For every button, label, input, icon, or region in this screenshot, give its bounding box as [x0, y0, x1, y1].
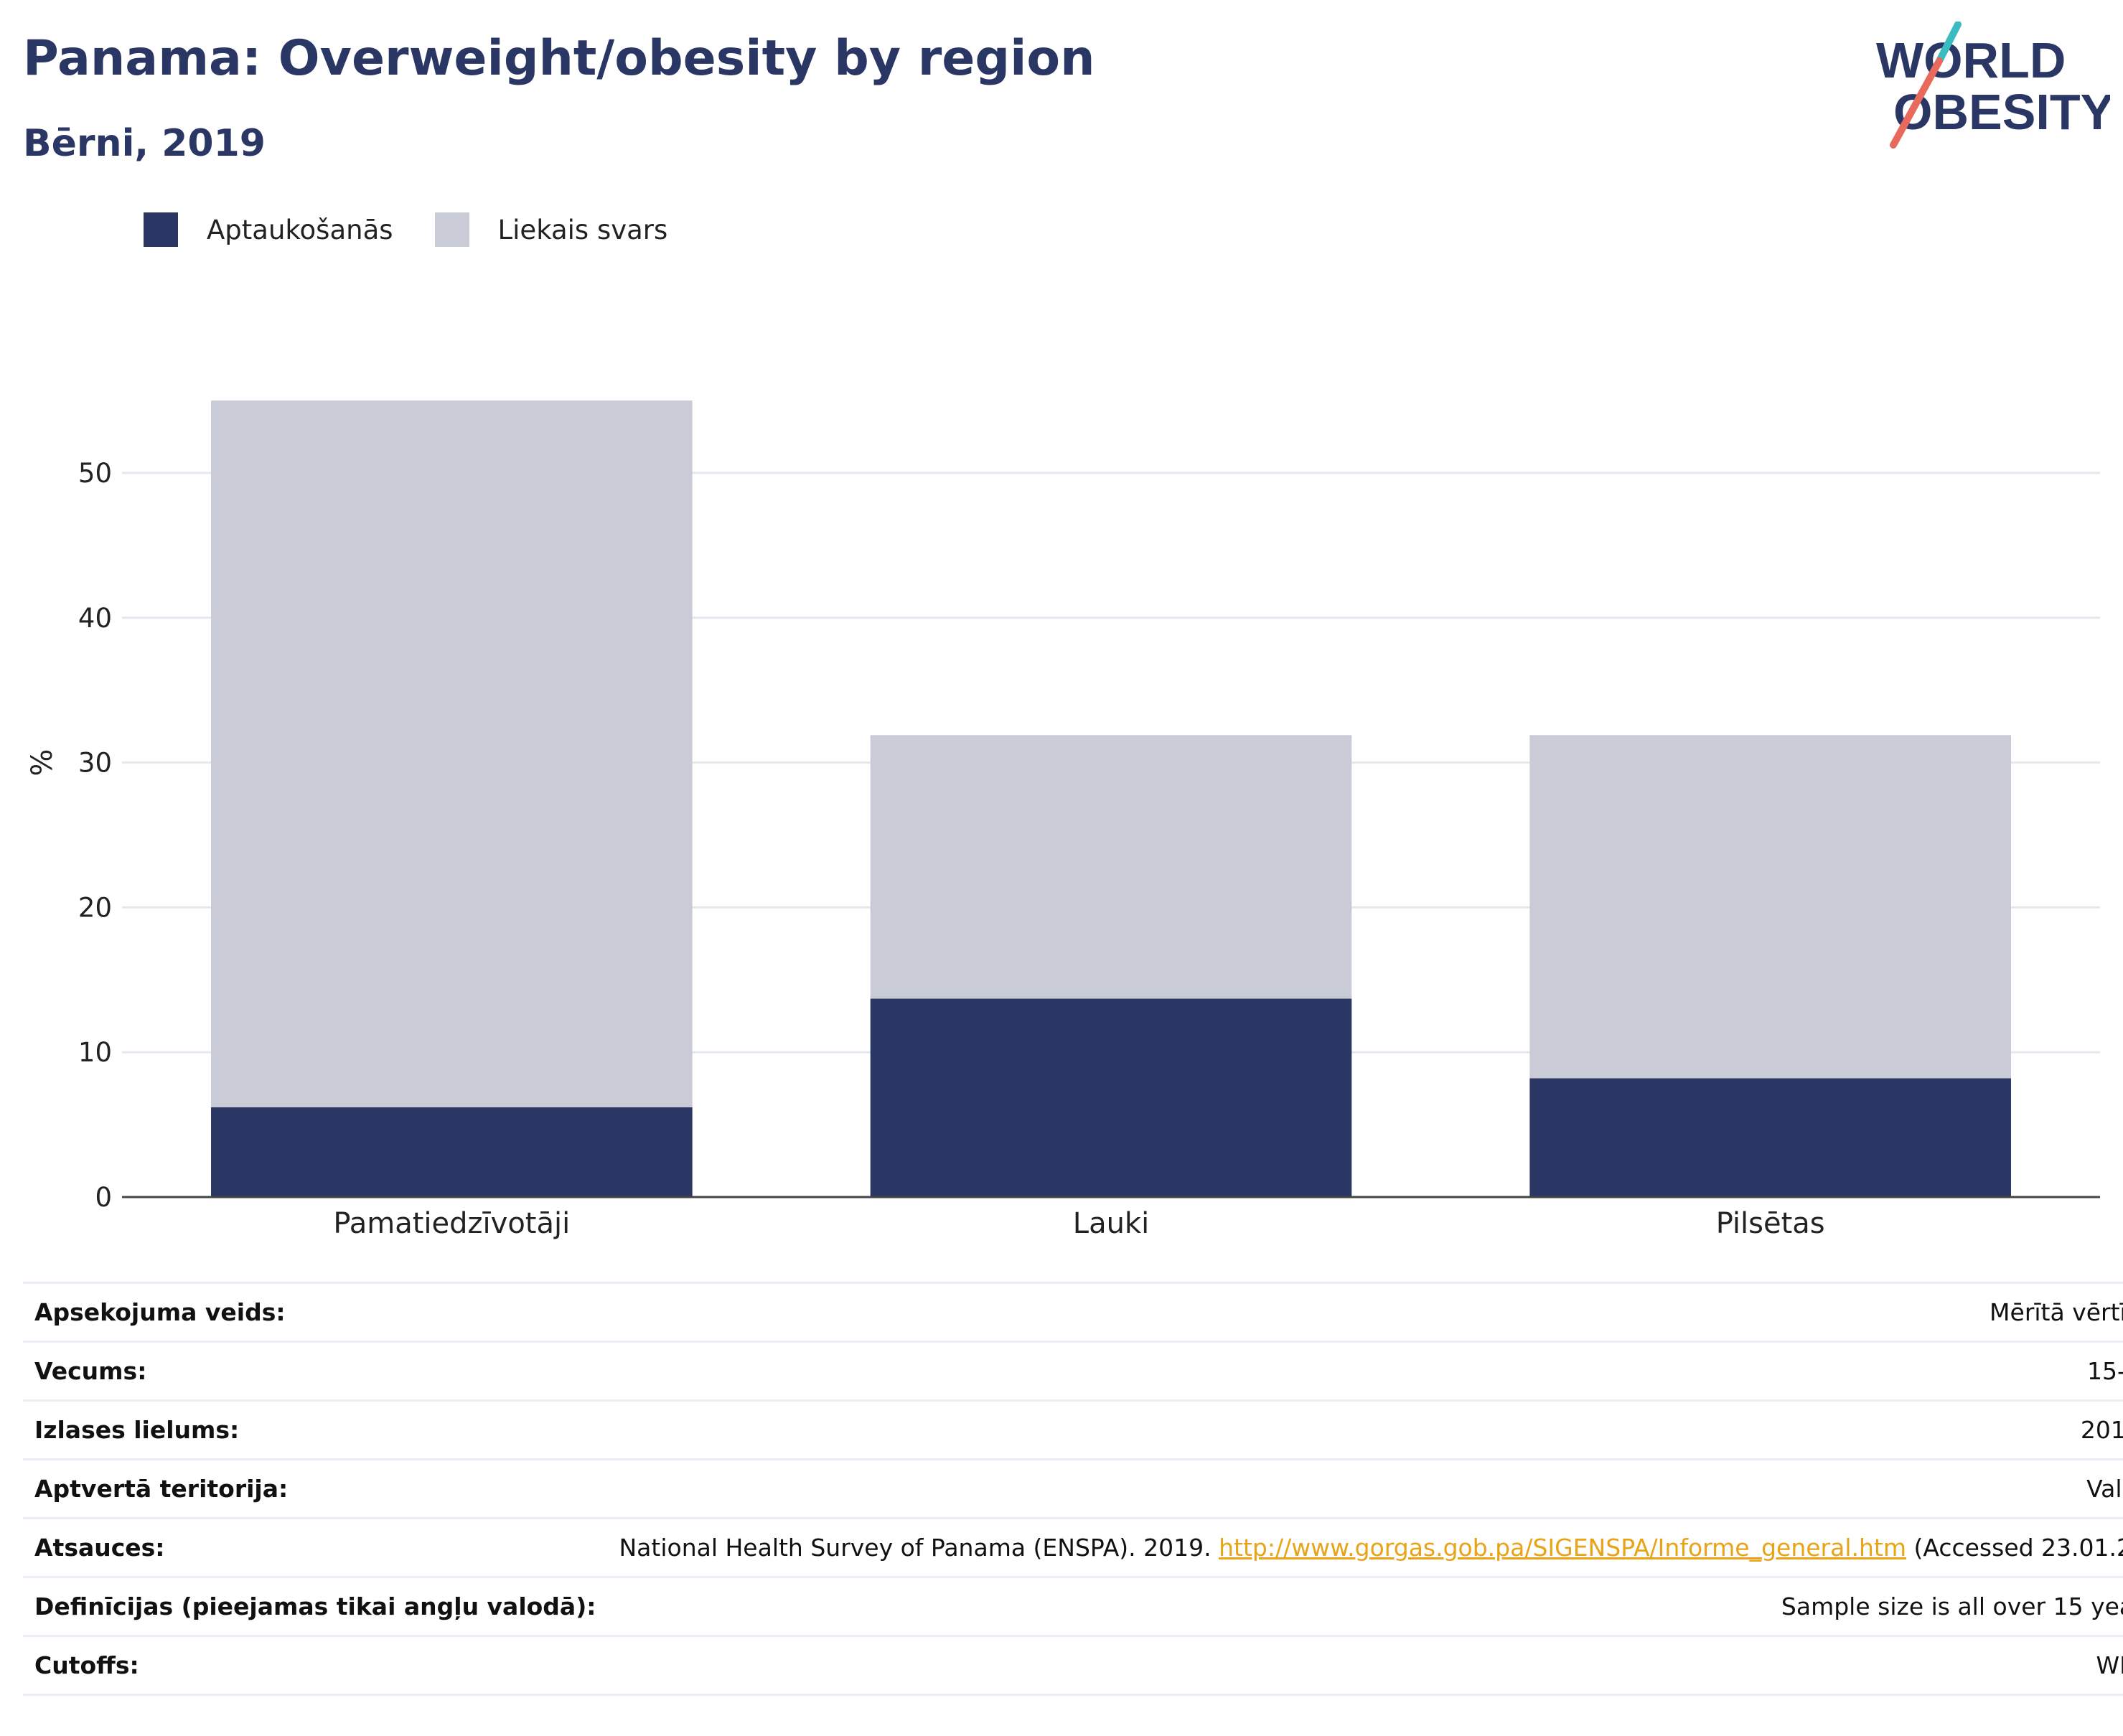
y-tick-label: 30 — [78, 748, 112, 779]
logo-slash-teal — [1936, 22, 1962, 65]
info-value: Valsts — [2086, 1475, 2123, 1503]
info-label: Cutoffs: — [34, 1651, 139, 1679]
bar-segment-obesity — [211, 1107, 693, 1197]
info-value: Mērītā vērtība — [1990, 1298, 2123, 1326]
references-value: National Health Survey of Panama (ENSPA)… — [607, 1519, 2123, 1577]
info-value: 20118 — [2080, 1416, 2123, 1444]
info-label: Definīcijas (pieejamas tikai angļu valod… — [34, 1592, 596, 1620]
y-tick-label: 20 — [78, 892, 112, 923]
info-row: Definīcijas (pieejamas tikai angļu valod… — [23, 1577, 2123, 1636]
bar-segment-overweight — [1529, 735, 2011, 1079]
x-tick-label: Lauki — [1073, 1207, 1149, 1240]
bar-segment-overweight — [870, 735, 1352, 999]
info-value: WHO — [2096, 1651, 2123, 1679]
info-label: Apsekojuma veids: — [34, 1298, 286, 1326]
info-row: Cutoffs: WHO — [23, 1636, 2123, 1695]
info-row: Aptvertā teritorija: Valsts — [23, 1459, 2123, 1519]
logo-slash-coral — [1890, 57, 1943, 149]
logo-line-1: WORLD — [1876, 32, 2066, 88]
legend-item-overweight[interactable]: Liekais svars — [434, 212, 668, 247]
info-table: Apsekojuma veids: Mērītā vērtība Vecums:… — [23, 1282, 2123, 1696]
chart-subtitle: Bērni, 2019 — [23, 122, 266, 165]
x-tick-label: Pilsētas — [1716, 1207, 1825, 1240]
references-link[interactable]: http://www.gorgas.gob.pa/SIGENSPA/Inform… — [1219, 1534, 1906, 1562]
info-label: Izlases lielums: — [34, 1416, 240, 1444]
legend-item-obesity[interactable]: Aptaukošanās — [144, 212, 393, 247]
y-tick-label: 10 — [78, 1037, 112, 1068]
info-label: Atsauces: — [34, 1534, 165, 1562]
bar-segment-obesity — [870, 998, 1352, 1197]
info-label: Vecums: — [34, 1357, 147, 1385]
y-axis-title: % — [26, 749, 59, 776]
chart-title: Panama: Overweight/obesity by region — [23, 30, 1095, 87]
world-obesity-logo: WORLD OBESITY — [1876, 22, 2110, 149]
references-suffix: (Accessed 23.01.23) — [1913, 1534, 2123, 1562]
legend-label-overweight: Liekais svars — [497, 214, 668, 245]
info-row: Izlases lielums: 20118 — [23, 1400, 2123, 1460]
legend-swatch-overweight — [434, 212, 469, 247]
references-prefix: National Health Survey of Panama (ENSPA)… — [619, 1534, 1219, 1562]
info-row-references: Atsauces: National Health Survey of Pana… — [23, 1518, 2123, 1577]
logo-line-2: OBESITY — [1893, 84, 2110, 140]
info-row: Vecums: 15-17 — [23, 1341, 2123, 1401]
bar-segment-overweight — [211, 400, 693, 1107]
bar-chart: 0 10 20 30 40 50% Pamatiedzīvotāji Lauki Pilsēta… — [26, 400, 2100, 1240]
info-value: 15-17 — [2087, 1357, 2123, 1385]
bar-segment-obesity — [1529, 1078, 2011, 1197]
legend-label-obesity: Aptaukošanās — [207, 214, 393, 245]
info-row: Apsekojuma veids: Mērītā vērtība — [23, 1282, 2123, 1342]
chart-legend: Aptaukošanās Liekais svars — [144, 212, 709, 247]
legend-swatch-obesity — [144, 212, 178, 247]
y-tick-label: 50 — [78, 458, 112, 489]
y-tick-label: 40 — [78, 603, 112, 634]
y-tick-label: 0 — [95, 1182, 112, 1213]
info-label: Aptvertā teritorija: — [34, 1475, 289, 1503]
info-value: Sample size is all over 15 years — [1781, 1592, 2123, 1620]
x-tick-label: Pamatiedzīvotāji — [333, 1207, 570, 1240]
